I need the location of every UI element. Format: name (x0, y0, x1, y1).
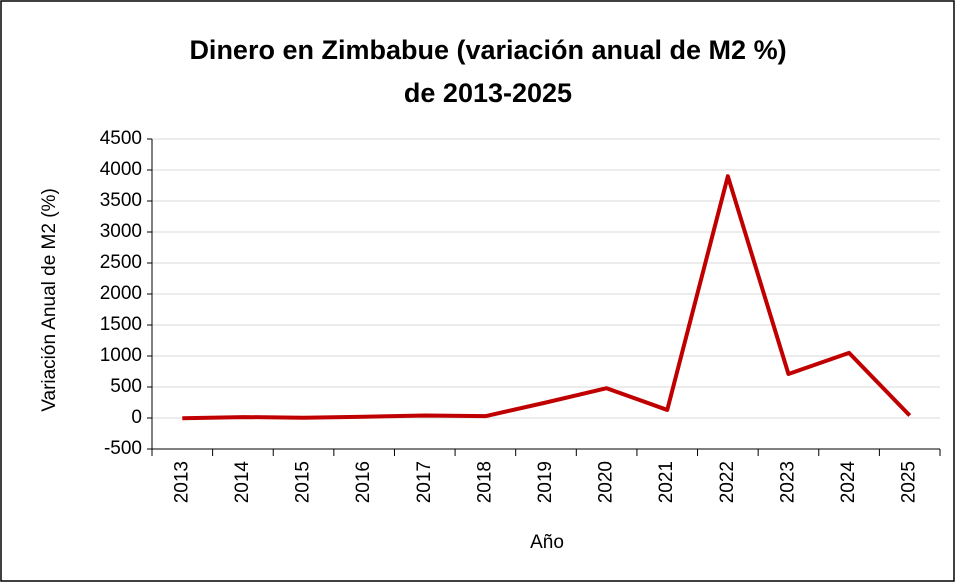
x-tick-label: 2013 (171, 461, 192, 503)
x-tick-label: 2024 (838, 461, 859, 504)
x-tick-label: 2017 (414, 461, 435, 503)
x-tick-label: 2019 (535, 461, 556, 503)
y-tick-label: 3000 (100, 221, 142, 242)
y-tick-label: 2000 (100, 283, 142, 304)
x-tick-label: 2023 (777, 461, 798, 503)
y-tick-label: 0 (131, 407, 142, 428)
x-tick-label: 2025 (899, 461, 920, 503)
x-tick-label: 2022 (717, 461, 738, 503)
x-axis-label: Año (530, 532, 564, 553)
y-tick-label: 3500 (100, 190, 142, 211)
x-tick-label: 2014 (232, 461, 253, 504)
chart-title: de 2013-2025 (404, 78, 572, 108)
x-tick-label: 2018 (474, 461, 495, 503)
chart-title: Dinero en Zimbabue (variación anual de M… (189, 35, 786, 65)
y-tick-label: 4000 (100, 159, 142, 180)
y-tick-label: 1000 (100, 345, 142, 366)
x-tick-label: 2021 (656, 461, 677, 503)
y-tick-label: 4500 (100, 128, 142, 149)
y-axis-label: Variación Anual de M2 (%) (39, 188, 60, 412)
x-tick-label: 2020 (596, 461, 617, 503)
y-tick-label: 500 (110, 376, 142, 397)
y-tick-label: 2500 (100, 252, 142, 273)
data-line (182, 174, 912, 421)
x-tick-label: 2015 (293, 461, 314, 503)
y-tick-label: 1500 (100, 314, 142, 335)
y-tick-label: -500 (104, 438, 142, 459)
x-tick-label: 2016 (353, 461, 374, 503)
